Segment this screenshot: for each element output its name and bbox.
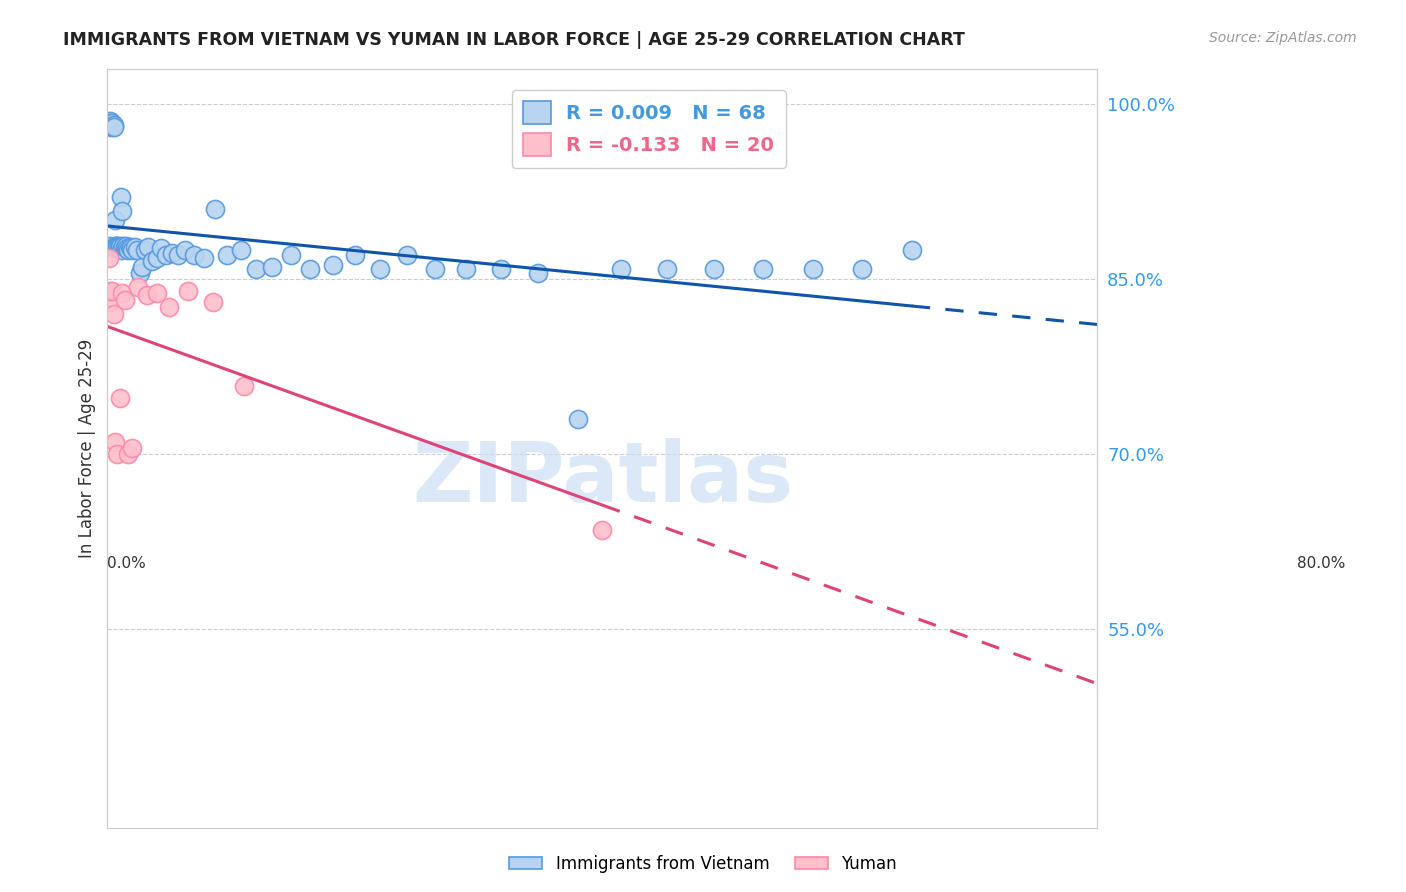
Text: IMMIGRANTS FROM VIETNAM VS YUMAN IN LABOR FORCE | AGE 25-29 CORRELATION CHART: IMMIGRANTS FROM VIETNAM VS YUMAN IN LABO… — [63, 31, 965, 49]
Point — [489, 262, 512, 277]
Point — [110, 190, 132, 204]
Point — [100, 116, 122, 130]
Point — [103, 118, 125, 132]
Point — [160, 246, 183, 260]
Legend: R = 0.009   N = 68, R = -0.133   N = 20: R = 0.009 N = 68, R = -0.133 N = 20 — [512, 89, 786, 168]
Point — [125, 243, 148, 257]
Point — [567, 412, 589, 426]
Point — [115, 242, 138, 256]
Point — [114, 293, 136, 307]
Point — [107, 240, 129, 254]
Point — [456, 262, 478, 277]
Text: ZIPatlas: ZIPatlas — [412, 438, 793, 519]
Point — [97, 239, 120, 253]
Point — [201, 295, 224, 310]
Text: Source: ZipAtlas.com: Source: ZipAtlas.com — [1209, 31, 1357, 45]
Point — [299, 262, 322, 277]
Point — [901, 243, 924, 257]
Point — [343, 248, 366, 262]
Point — [146, 251, 169, 265]
Point — [610, 262, 633, 277]
Point — [136, 240, 159, 254]
Point — [193, 251, 215, 265]
Point — [322, 258, 344, 272]
Point — [121, 243, 143, 257]
Point — [157, 300, 180, 314]
Point — [120, 242, 142, 256]
Point — [752, 262, 775, 277]
Point — [131, 260, 153, 274]
Point — [104, 239, 127, 253]
Point — [103, 307, 125, 321]
Point — [105, 242, 128, 256]
Point — [124, 240, 146, 254]
Point — [146, 285, 169, 300]
Point — [155, 248, 177, 262]
Point — [229, 243, 252, 257]
Point — [104, 213, 127, 227]
Point — [101, 284, 124, 298]
Point — [174, 243, 197, 257]
Point — [108, 239, 131, 253]
Point — [425, 262, 447, 277]
Point — [105, 239, 128, 253]
Point — [149, 242, 172, 256]
Point — [260, 260, 283, 274]
Point — [100, 284, 122, 298]
Point — [801, 262, 824, 277]
Point — [111, 285, 134, 300]
Point — [100, 120, 122, 134]
Point — [395, 248, 418, 262]
Point — [98, 295, 121, 310]
Point — [104, 435, 127, 450]
Point — [368, 262, 391, 277]
Point — [703, 262, 725, 277]
Point — [117, 447, 139, 461]
Point — [115, 239, 138, 253]
Point — [141, 254, 163, 268]
Point — [177, 284, 200, 298]
Point — [114, 240, 136, 254]
Point — [183, 248, 205, 262]
Point — [232, 379, 254, 393]
Y-axis label: In Labor Force | Age 25-29: In Labor Force | Age 25-29 — [79, 339, 96, 558]
Point — [98, 114, 121, 128]
Point — [110, 243, 132, 257]
Point — [111, 204, 134, 219]
Point — [204, 202, 226, 216]
Point — [98, 118, 121, 132]
Point — [851, 262, 873, 277]
Point — [103, 120, 125, 134]
Point — [655, 262, 678, 277]
Point — [107, 242, 129, 256]
Point — [121, 442, 143, 456]
Point — [105, 240, 128, 254]
Point — [128, 266, 150, 280]
Point — [101, 119, 124, 133]
Point — [108, 240, 131, 254]
Text: 0.0%: 0.0% — [107, 556, 146, 571]
Point — [527, 266, 550, 280]
Point — [117, 243, 139, 257]
Point — [167, 248, 190, 262]
Point — [105, 447, 128, 461]
Point — [97, 251, 120, 265]
Legend: Immigrants from Vietnam, Yuman: Immigrants from Vietnam, Yuman — [502, 848, 904, 880]
Point — [136, 288, 159, 302]
Point — [245, 262, 267, 277]
Point — [127, 280, 149, 294]
Point — [118, 240, 141, 254]
Point — [101, 116, 124, 130]
Point — [105, 239, 128, 253]
Point — [217, 248, 239, 262]
Point — [280, 248, 302, 262]
Text: 80.0%: 80.0% — [1296, 556, 1346, 571]
Point — [108, 391, 131, 405]
Point — [134, 243, 156, 257]
Point — [591, 523, 613, 537]
Point — [112, 239, 135, 253]
